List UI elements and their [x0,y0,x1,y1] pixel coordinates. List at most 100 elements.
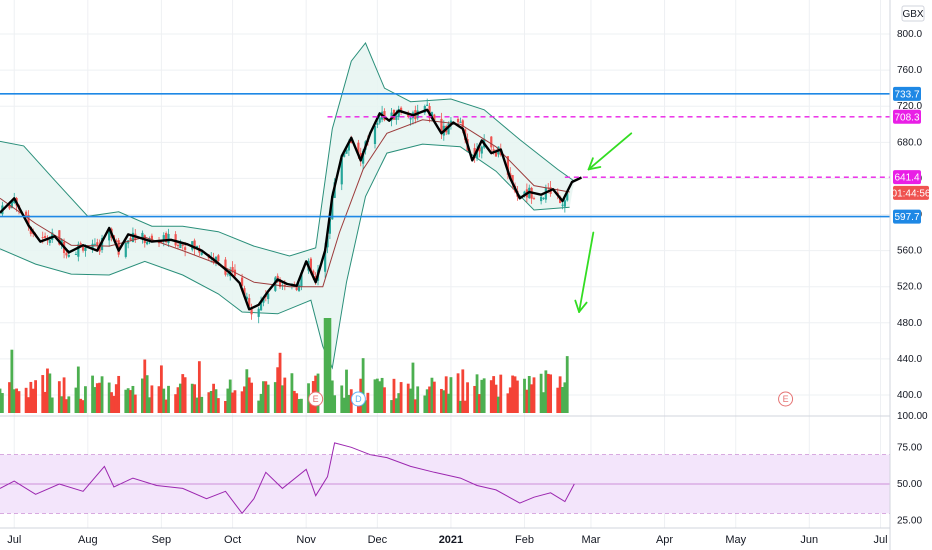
candle-body [324,248,327,272]
candle-body [79,243,82,245]
volume-bar [226,388,230,413]
volume-bar [148,397,151,413]
volume-bar [409,388,412,413]
volume-bar [397,393,401,413]
volume-bar [340,385,344,413]
candle-body [399,107,403,112]
event-marker-earnings[interactable] [308,391,324,407]
candle-body [440,118,443,134]
candle-body [179,242,182,249]
candle-body [48,239,51,243]
volume-bar [515,380,519,413]
volume-bar [523,378,526,413]
volume-bar [430,377,434,413]
volume-bar [416,386,420,413]
volume-bar [176,387,180,413]
candle-body [243,288,246,297]
price-tag-label: 01:44:56 [892,188,931,199]
volume-bar [224,400,227,413]
volume-bar [207,392,211,413]
volume-bar [489,380,493,413]
volume-bar [532,377,536,413]
time-tick: Jun [800,534,818,546]
horizontal-levels [0,93,890,218]
event-marker-dividend[interactable] [350,391,366,407]
candle-body [395,115,398,120]
candle-body [77,244,80,257]
time-tick: Jul [7,534,21,546]
currency-badge[interactable] [901,5,925,22]
volume-bar [364,400,367,413]
candle-body [93,243,97,245]
volume-bar [190,383,194,413]
rsi-axis: 75.00 50.00 25.00 [897,442,922,526]
volume-bar [406,383,410,413]
bollinger-lower-line [0,143,570,370]
candle-body [262,298,265,303]
event-letter: D [355,394,362,404]
volume-bar [34,380,37,413]
candle-body [350,140,353,144]
candle-body [473,148,476,158]
volume-bar [107,382,111,413]
price-tag-label: 708.3 [894,112,919,123]
volume-bar [67,396,71,413]
volume-bar [347,394,351,413]
time-tick: Sep [152,534,172,546]
volume-bar [129,390,132,413]
candle-body [423,106,426,113]
arrow-shaft [578,231,595,313]
candle-body [297,284,301,291]
candle-body [267,293,270,300]
candle-body [41,237,44,239]
volume-bar [380,377,384,413]
event-marker-earnings[interactable] [778,391,794,407]
candle-body [91,243,94,250]
volume-bar [383,387,386,413]
volume-bar [200,396,204,413]
price-tick: 480.0 [897,318,922,329]
candle-body [129,238,132,241]
rsi-pane[interactable] [0,442,890,515]
candle-body [447,123,450,135]
volume-bar [143,359,147,413]
volume-bar [212,383,215,413]
volume-bar [461,369,465,413]
candle-body [184,247,187,250]
rsi-tick: 25.00 [897,516,922,527]
candle-body [224,259,227,275]
volume-bar [394,398,398,413]
arrow-head [587,157,594,171]
volume-bar [100,376,104,413]
candle-body [127,240,130,244]
volume-bar [0,393,4,413]
price-axis[interactable]: GBX 800.0760.0720.0680.0640.0600.0560.05… [892,5,931,422]
volume-bar [264,381,268,413]
time-axis[interactable]: Jul Aug Sep Oct Nov Dec 2021 Feb Mar Apr May Jun Jul [7,534,887,546]
candle-body [160,241,163,243]
price-tick: 440.0 [897,354,922,365]
volume-bar [65,399,68,413]
volume-bar [478,394,481,413]
volume-bar [93,387,97,413]
candle-body [407,113,410,117]
price-tag-label: 641.4 [894,173,919,184]
volume-bar [425,389,429,413]
candle-body [117,240,120,255]
candle-body [248,298,251,307]
volume-bar [276,367,280,413]
volume-bar [10,349,14,413]
candle-body [430,112,434,118]
volume-bar [544,370,548,413]
candle-body [257,308,260,317]
volume-bar [499,374,503,413]
volume-bar [112,395,116,413]
volume-bar [549,374,553,413]
volume-bar [480,379,484,413]
candle-body [25,211,28,216]
candle-body [181,244,184,246]
volume-bar [145,375,149,413]
